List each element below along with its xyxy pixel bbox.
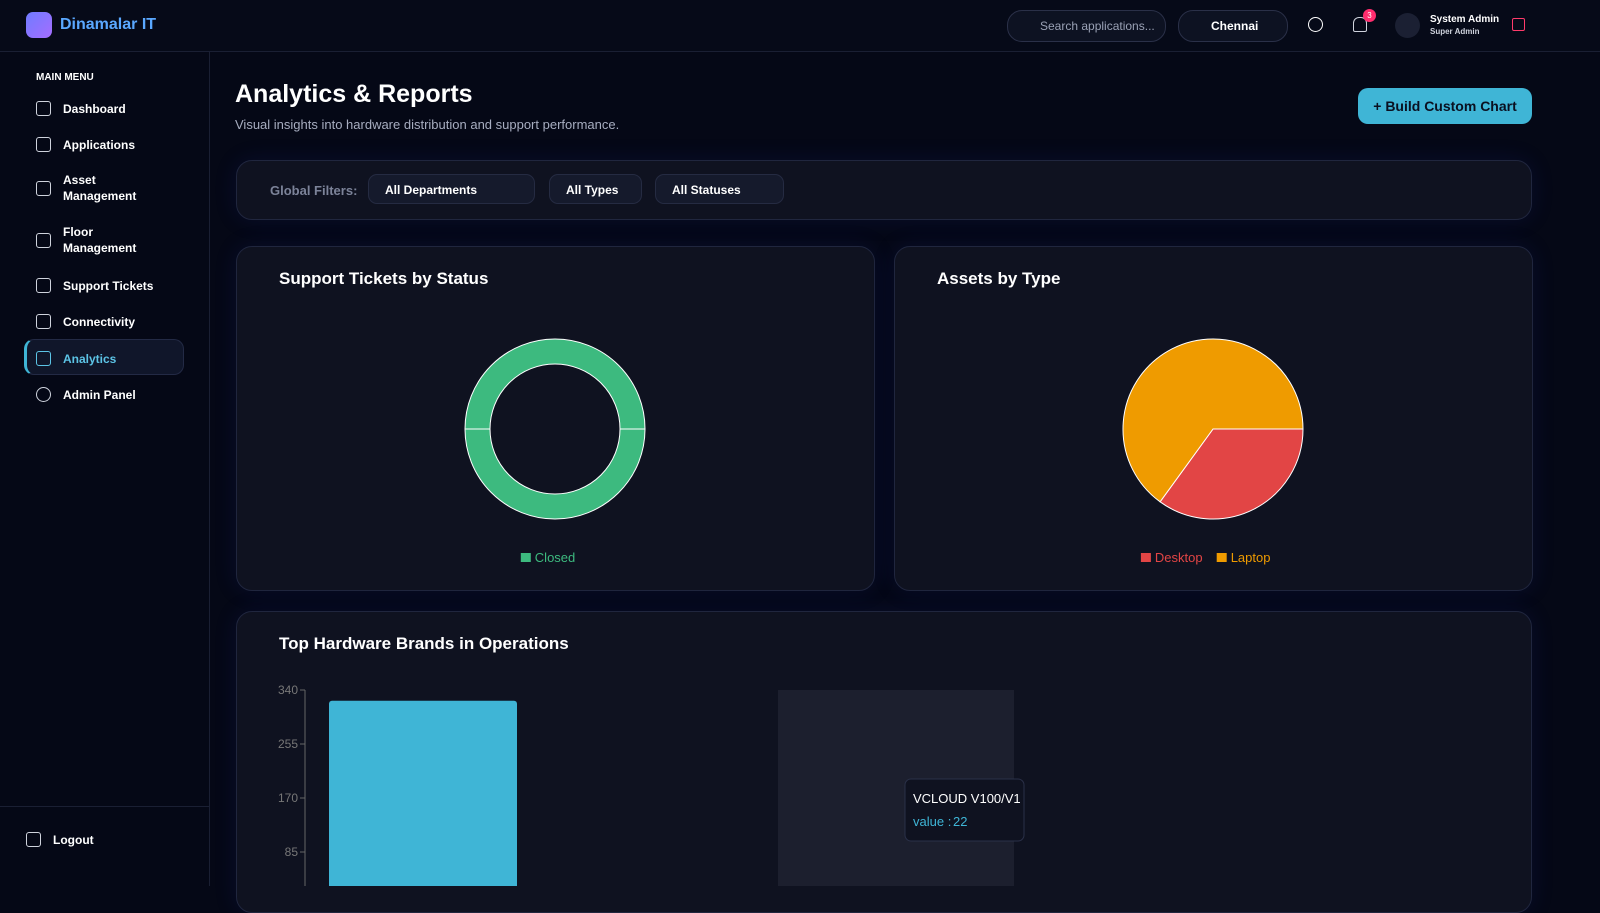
nav-label: Analytics: [63, 351, 117, 366]
nav-label: Applications: [63, 137, 136, 152]
divider: [0, 806, 209, 807]
nav-item[interactable]: Applications: [36, 137, 135, 152]
chart-title: Assets by Type: [937, 269, 1061, 288]
tooltip-key: value :: [913, 814, 951, 829]
logout-label: Logout: [53, 832, 94, 847]
filter-select[interactable]: All Departments: [368, 174, 535, 204]
chart-title: Top Hardware Brands in Operations: [279, 634, 569, 653]
y-tick-label: 85: [285, 845, 299, 859]
button-label: +: [1373, 98, 1386, 114]
y-tick-label: 170: [278, 791, 298, 805]
tooltip-value: 22: [953, 814, 967, 829]
nav-item[interactable]: Support Tickets: [36, 278, 153, 293]
top-bar: Dinamalar IT Search applications... Chen…: [0, 0, 1600, 52]
notifications-button[interactable]: [1353, 17, 1367, 32]
avatar[interactable]: [1395, 13, 1420, 38]
build-chart-button[interactable]: + Build Custom Chart: [1358, 88, 1532, 124]
legend-label: Closed: [535, 550, 575, 565]
nav-item[interactable]: Analytics: [36, 351, 116, 366]
brand: Dinamalar IT: [60, 16, 157, 33]
search-box[interactable]: Search applications...: [1007, 10, 1166, 42]
search-placeholder: Search applications...: [1040, 19, 1155, 33]
legend-swatch: [1216, 553, 1227, 562]
charts: Closed Desktop Laptop 85 170 255 340 VCLOUD V10…: [278, 338, 1304, 886]
filter-select[interactable]: All Statuses: [655, 174, 784, 204]
nav-label: Dashboard: [63, 101, 126, 116]
filter-select[interactable]: All Types: [549, 174, 642, 204]
legend-swatch: [1140, 553, 1151, 562]
chart-title: Support Tickets by Status: [279, 269, 489, 288]
chart-card: [236, 246, 875, 591]
nav-item[interactable]: Admin Panel: [36, 387, 136, 402]
nav-label: Connectivity: [63, 314, 136, 329]
logout-icon[interactable]: [1512, 18, 1525, 31]
nav-item[interactable]: Connectivity: [36, 314, 135, 329]
legend-swatch: [520, 553, 531, 562]
nav-label: Support Tickets: [63, 278, 154, 293]
slice: [464, 338, 646, 520]
slice: [1122, 338, 1304, 503]
y-tick-label: 255: [278, 737, 298, 751]
location-select[interactable]: Chennai: [1178, 10, 1288, 42]
bar: [329, 700, 517, 886]
nav-label: Admin Panel: [63, 387, 136, 402]
notification-count: 3: [1363, 9, 1376, 22]
y-tick-label: 340: [278, 683, 298, 697]
slice: [1159, 428, 1304, 520]
legend-label: Desktop: [1155, 550, 1203, 565]
legend-label: Laptop: [1231, 550, 1271, 565]
nav-label: Floor Management: [63, 225, 137, 255]
button-label: Build Custom Chart: [1385, 98, 1517, 114]
logo: [26, 12, 52, 38]
logout-button[interactable]: Logout: [26, 832, 94, 847]
page-title: Analytics & Reports: [235, 80, 473, 108]
user-name: System Admin: [1430, 14, 1500, 25]
nav-item[interactable]: Floor Management: [36, 224, 156, 256]
nav-label: Asset Management: [63, 173, 137, 203]
menu-section: MAIN MENU: [36, 72, 94, 83]
user-role: Super Admin: [1430, 27, 1480, 36]
theme-toggle[interactable]: [1308, 17, 1323, 32]
sidebar: MAIN MENU Dashboard Applications Asset M…: [0, 52, 210, 886]
page-subtitle: Visual insights into hardware distributi…: [235, 117, 620, 132]
nav-item[interactable]: Dashboard: [36, 101, 126, 116]
location: Chennai: [1211, 19, 1259, 33]
tooltip: [904, 778, 1025, 842]
nav-item[interactable]: Asset Management: [36, 172, 156, 204]
tooltip-title: VCLOUD V100/V1: [913, 791, 1021, 806]
filters-label: Global Filters:: [270, 183, 358, 198]
